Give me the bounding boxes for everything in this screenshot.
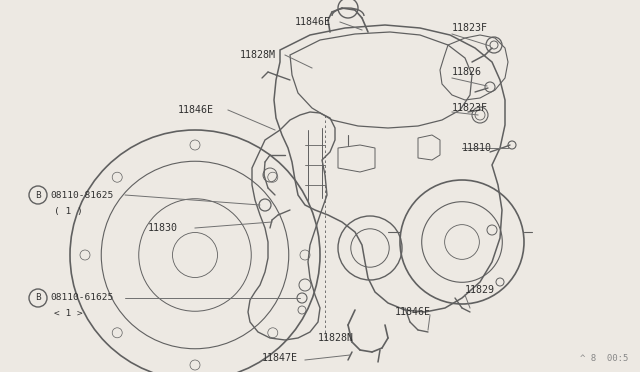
Text: 11846E: 11846E [395,307,431,317]
Text: 11810: 11810 [462,143,492,153]
Text: 11847E: 11847E [262,353,298,363]
Text: 11830: 11830 [148,223,178,233]
Text: B: B [35,294,41,302]
Text: < 1 >: < 1 > [54,310,83,318]
Text: 11828N: 11828N [318,333,354,343]
Text: 11846E: 11846E [295,17,331,27]
Text: 11829: 11829 [465,285,495,295]
Text: ^ 8  00:5: ^ 8 00:5 [580,354,628,363]
Text: 11846E: 11846E [178,105,214,115]
Text: 11823F: 11823F [452,103,488,113]
Text: 08110-61625: 08110-61625 [50,294,113,302]
Text: ( 1 ): ( 1 ) [54,206,83,215]
Text: B: B [35,190,41,199]
Text: 11823F: 11823F [452,23,488,33]
Text: 11826: 11826 [452,67,482,77]
Text: 08110-81625: 08110-81625 [50,190,113,199]
Text: 11828M: 11828M [240,50,276,60]
